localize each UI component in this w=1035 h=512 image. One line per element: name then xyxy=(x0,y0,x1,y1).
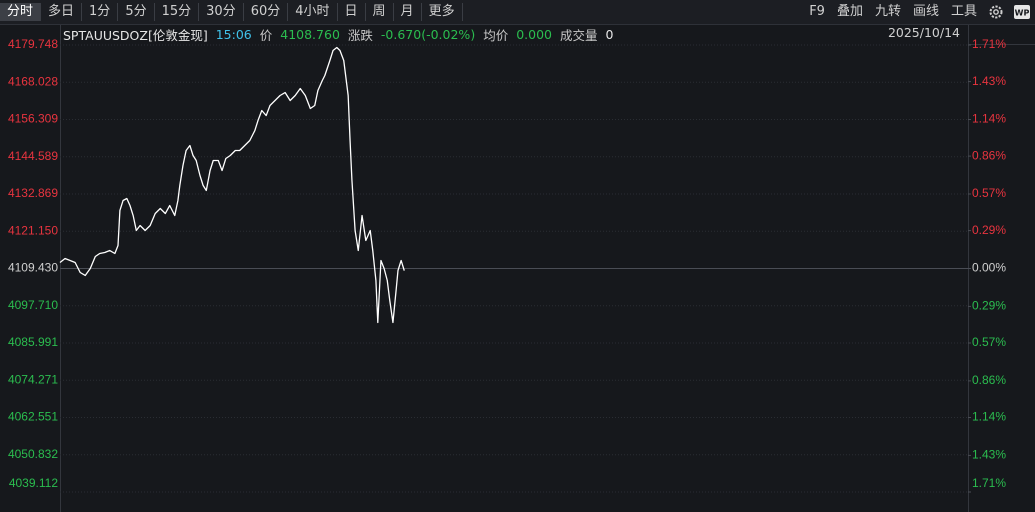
y2-tick-label: 0.57% xyxy=(972,186,1006,200)
y2-tick-label: 1.43% xyxy=(972,448,1006,462)
y-tick-label: 4050.832 xyxy=(8,447,58,461)
y2-tick-label: 0.29% xyxy=(972,299,1006,313)
period-tab[interactable]: 周 xyxy=(366,3,394,21)
period-tab[interactable]: 更多 xyxy=(422,3,463,21)
tool-buttons: F9 叠加 九转 画线 工具 WP xyxy=(803,0,1035,24)
y2-tick-label: 0.00% xyxy=(972,261,1006,275)
y2-tick-label: 0.86% xyxy=(972,373,1006,387)
period-tab[interactable]: 4小时 xyxy=(288,3,338,21)
info-item: 成交量 xyxy=(560,27,598,43)
y-tick-label: 4097.710 xyxy=(8,298,58,312)
y-tick-label: 4074.271 xyxy=(8,372,58,386)
y-tick-label: 4179.748 xyxy=(8,37,58,51)
y2-tick-label: 1.14% xyxy=(972,112,1006,126)
tool-button[interactable]: 叠加 xyxy=(836,4,863,19)
y-tick-label: 4085.991 xyxy=(8,335,58,349)
period-tab[interactable]: 15分 xyxy=(155,3,200,21)
price-line xyxy=(59,46,405,324)
info-item: 4108.760 xyxy=(280,26,340,42)
period-tab[interactable]: 30分 xyxy=(199,3,244,21)
period-tab[interactable]: 日 xyxy=(338,3,366,21)
info-item: SPTAUUSDOZ[伦敦金现] xyxy=(63,27,208,43)
y2-tick-label: 1.71% xyxy=(972,37,1006,51)
y2-tick-label: 1.71% xyxy=(972,476,1006,490)
y2-tick-label: 1.43% xyxy=(972,74,1006,88)
y-tick-label: 4062.551 xyxy=(8,410,58,424)
tool-button[interactable]: F9 xyxy=(809,4,825,19)
info-item: 0 xyxy=(605,26,614,42)
wp-label: WP xyxy=(1015,9,1030,18)
y-tick-label: 4132.869 xyxy=(8,186,58,200)
wp-icon[interactable]: WP xyxy=(1013,3,1031,21)
info-bar: 2025/10/14 SPTAUUSDOZ[伦敦金现] 15:06 价 4108.76… xyxy=(63,25,968,43)
info-item: 涨跌 xyxy=(347,27,373,43)
info-item: -0.670(-0.02%) xyxy=(380,26,476,42)
y-tick-label: 4039.112 xyxy=(9,476,58,490)
period-tab[interactable]: 60分 xyxy=(244,3,289,21)
tool-button[interactable]: 画线 xyxy=(912,4,939,19)
info-item: 均价 xyxy=(483,27,509,43)
y-tick-label: 4156.309 xyxy=(8,112,58,126)
period-tab[interactable]: 1分 xyxy=(82,3,119,21)
settings-icon[interactable] xyxy=(987,3,1005,21)
y2-tick-label: 0.86% xyxy=(972,148,1006,162)
y-tick-label: 4144.589 xyxy=(8,149,58,163)
date: 2025/10/14 xyxy=(887,25,960,40)
period-tab[interactable]: 分时 xyxy=(0,3,42,21)
period-tabs: 分时 多日 1分 5分 15分 30分 60分 4小时日周月更多 xyxy=(0,0,463,24)
y-tick-label: 4168.028 xyxy=(8,74,58,88)
period-tab[interactable]: 5分 xyxy=(118,3,155,21)
y-tick-label: 4121.150 xyxy=(8,223,58,237)
y2-tick-label: 1.14% xyxy=(972,410,1006,424)
info-item: 0.000 xyxy=(516,26,553,42)
tool-button[interactable]: 九转 xyxy=(874,4,901,19)
tool-button[interactable]: 工具 xyxy=(950,4,977,19)
period-tab[interactable]: 多日 xyxy=(41,3,83,21)
info-item: 15:06 xyxy=(215,26,252,42)
y-tick-label: 4109.430 xyxy=(8,261,58,275)
period-tab[interactable]: 月 xyxy=(394,3,422,21)
info-item: 价 xyxy=(259,27,273,43)
y2-tick-label: 0.29% xyxy=(972,223,1006,237)
y2-tick-label: 0.57% xyxy=(972,335,1006,349)
toolbar: 分时 多日 1分 5分 15分 30分 60分 4小时日周月更多 F9 叠加 九转 画线 工具 WP xyxy=(0,0,1035,25)
